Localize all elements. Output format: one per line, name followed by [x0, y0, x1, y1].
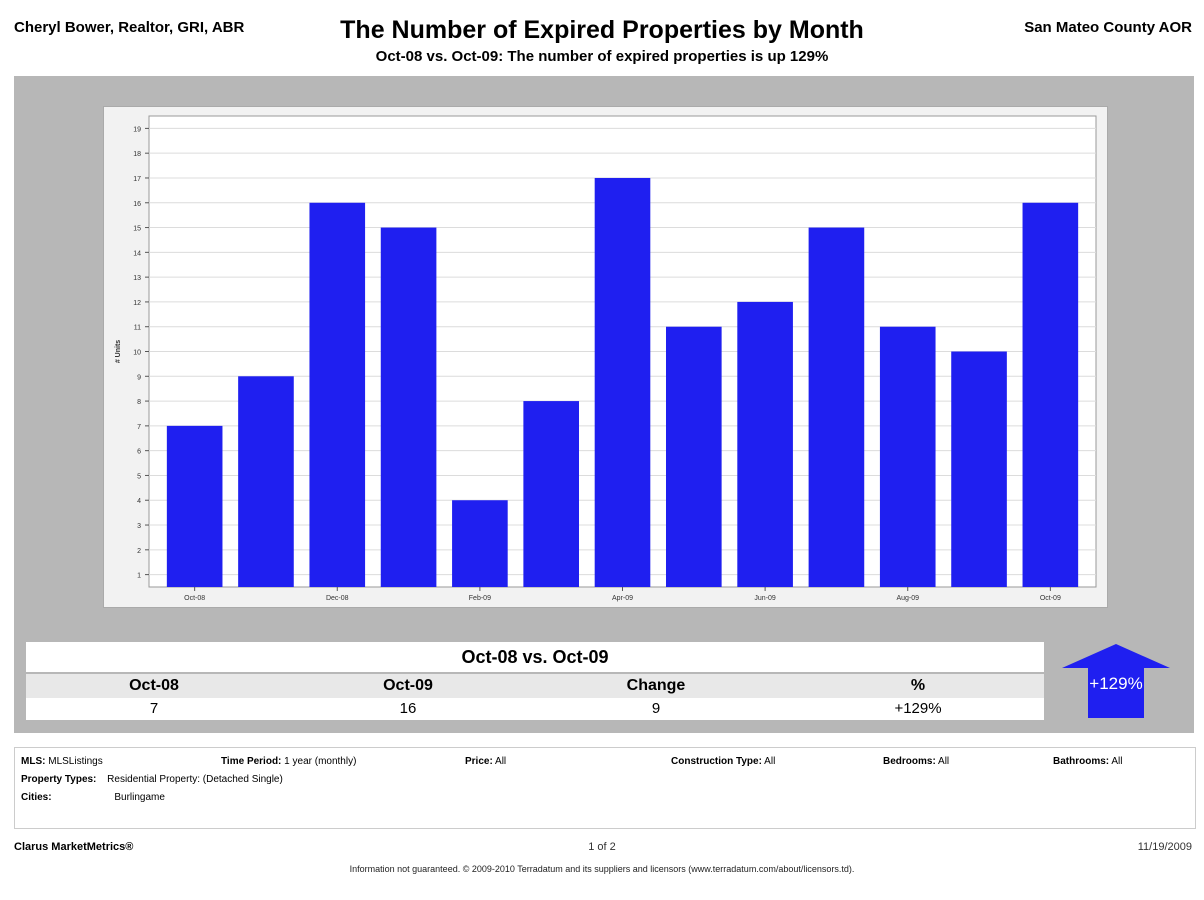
summary-header-cell: Change	[626, 677, 686, 694]
y-tick-label: 6	[137, 449, 141, 456]
y-tick-label: 8	[137, 399, 141, 406]
summary-value-cell: 7	[149, 700, 159, 717]
up-arrow-icon: +129%	[1060, 642, 1172, 720]
y-axis-label: # Units	[115, 340, 122, 363]
summary-value-cell: 16	[399, 700, 417, 717]
summary-value-cell: 9	[651, 700, 661, 717]
summary-value-row: 7 16 9 +129%	[26, 698, 1044, 720]
disclaimer: Information not guaranteed. © 2009-2010 …	[349, 864, 855, 874]
bar	[380, 227, 437, 587]
association-name: San Mateo County AOR	[1024, 19, 1192, 36]
bar	[951, 351, 1007, 587]
y-tick-label: 18	[133, 151, 141, 158]
summary-value-cell: +129%	[894, 700, 942, 717]
y-tick-label: 4	[137, 498, 141, 505]
bathrooms-criteria: Bathrooms: All	[1053, 756, 1123, 767]
y-tick-label: 11	[134, 325, 141, 332]
x-tick-label: Oct-09	[1040, 595, 1061, 602]
bar	[594, 177, 651, 587]
x-tick-label: Dec-08	[326, 595, 349, 602]
price-criteria: Price: All	[465, 756, 507, 767]
y-tick-label: 16	[133, 201, 141, 208]
bar	[665, 326, 722, 587]
chart-subtitle: Oct-08 vs. Oct-09: The number of expired…	[375, 48, 829, 65]
bar	[452, 500, 508, 587]
up-arrow-shape	[1062, 644, 1170, 718]
construction-criteria: Construction Type: All	[671, 756, 776, 767]
time-period-criteria: Time Period: 1 year (monthly)	[221, 756, 357, 767]
bar	[879, 326, 936, 587]
x-tick-label: Feb-09	[469, 595, 491, 602]
y-tick-label: 17	[133, 176, 141, 183]
summary-header-row: Oct-08 Oct-09 Change %	[26, 674, 1044, 698]
y-tick-label: 5	[137, 473, 141, 480]
cities-criteria: Cities: Burlingame	[21, 792, 165, 803]
brand-name: Clarus MarketMetrics®	[14, 841, 134, 853]
y-tick-label: 10	[133, 350, 141, 357]
summary-header-cell: Oct-08	[129, 677, 179, 694]
y-tick-label: 3	[137, 523, 141, 530]
summary-header-cell: Oct-09	[383, 677, 433, 694]
bar	[166, 425, 223, 587]
x-tick-label: Jun-09	[754, 595, 776, 602]
bar	[737, 301, 793, 587]
y-tick-label: 14	[133, 250, 141, 257]
report-date: 11/19/2009	[1137, 841, 1192, 853]
summary-header-cell: %	[910, 677, 926, 694]
y-tick-label: 15	[133, 226, 141, 233]
bar	[238, 376, 294, 587]
property-type-criteria: Property Types: Residential Property: (D…	[21, 774, 283, 785]
bedrooms-criteria: Bedrooms: All	[883, 756, 950, 767]
y-tick-label: 9	[137, 374, 141, 381]
bar	[808, 227, 865, 587]
bar	[523, 401, 580, 587]
y-tick-label: 2	[137, 548, 141, 555]
y-tick-label: 12	[133, 300, 141, 307]
agent-name: Cheryl Bower, Realtor, GRI, ABR	[14, 19, 245, 36]
criteria-box: MLS: MLSListings Time Period: 1 year (mo…	[14, 747, 1196, 829]
y-tick-label: 13	[133, 275, 141, 282]
y-tick-label: 7	[137, 424, 141, 431]
mls-criteria: MLS: MLSListings	[21, 756, 103, 767]
summary-title: Oct-08 vs. Oct-09	[26, 642, 1044, 672]
page-number: 1 of 2	[588, 841, 616, 853]
arrow-label: +129%	[1089, 674, 1143, 693]
y-tick-label: 1	[137, 573, 141, 580]
y-tick-label: 19	[133, 126, 141, 133]
bar	[1022, 202, 1079, 587]
x-tick-label: Apr-09	[612, 595, 633, 602]
summary-table: Oct-08 vs. Oct-09 Oct-08 Oct-09 Change %…	[26, 640, 1174, 720]
x-tick-label: Oct-08	[184, 595, 205, 602]
chart-title: The Number of Expired Properties by Mont…	[340, 16, 864, 44]
x-tick-label: Aug-09	[896, 595, 919, 602]
bar	[309, 202, 366, 587]
